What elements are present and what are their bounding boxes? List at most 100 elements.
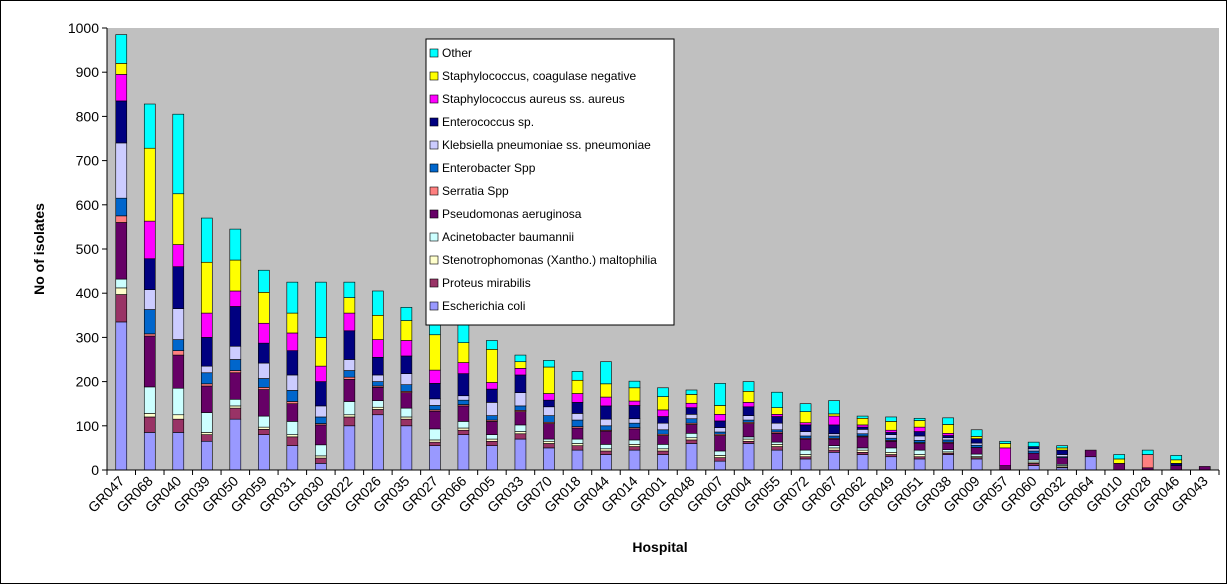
- bar-segment: [942, 442, 954, 450]
- bar-segment: [1113, 454, 1126, 460]
- bar-segment: [258, 362, 270, 379]
- bar-segment: [657, 454, 669, 471]
- bar-segment: [143, 386, 156, 414]
- bar-segment: [200, 434, 213, 442]
- bar-segment: [942, 454, 954, 471]
- bar-segment: [172, 244, 185, 267]
- bar-segment: [856, 417, 869, 426]
- bar-segment: [885, 429, 897, 433]
- bar-segment: [942, 417, 954, 425]
- bar-segment: [143, 335, 156, 388]
- bar-segment: [628, 444, 641, 447]
- bar-segment: [828, 445, 840, 449]
- bar-segment: [514, 405, 527, 411]
- bar-segment: [685, 394, 698, 404]
- bar-segment: [200, 337, 213, 367]
- bar-segment: [600, 383, 612, 398]
- bar-segment: [172, 113, 185, 195]
- bar-segment: [970, 447, 983, 455]
- bar-segment: [486, 445, 498, 471]
- bar-segment: [372, 356, 384, 376]
- bar-segment: [229, 345, 242, 360]
- bar-segment: [372, 290, 384, 316]
- bar-segment: [315, 424, 327, 446]
- legend-swatch: [429, 117, 439, 127]
- bar-segment: [258, 415, 270, 428]
- bar-segment: [543, 443, 555, 449]
- bar-segment: [143, 432, 156, 471]
- bar-segment: [913, 456, 926, 460]
- legend-label: Stenotrophomonas (Xantho.) maltophilia: [442, 253, 657, 267]
- bar-segment: [885, 452, 897, 455]
- bar-segment: [372, 381, 384, 387]
- bar-segment: [999, 440, 1011, 444]
- bar-segment: [628, 418, 641, 424]
- bar-segment: [913, 431, 926, 437]
- bar-segment: [828, 449, 840, 453]
- bar-segment: [913, 454, 926, 458]
- bar-segment: [115, 222, 128, 280]
- bar-segment: [571, 438, 584, 444]
- bar-segment: [514, 374, 527, 393]
- bar-segment: [885, 447, 897, 453]
- bar-segment: [1027, 441, 1040, 447]
- bar-segment: [400, 320, 413, 341]
- bar-segment: [828, 424, 840, 435]
- bar-segment: [143, 333, 156, 337]
- bar-segment: [600, 425, 612, 431]
- bar-segment: [429, 405, 441, 411]
- bar-segment: [315, 463, 327, 471]
- bar-segment: [771, 429, 783, 433]
- bar-segment: [600, 361, 612, 385]
- bar-segment: [657, 422, 669, 431]
- bar-segment: [486, 388, 498, 403]
- bar-segment: [258, 342, 270, 364]
- bar-segment: [799, 424, 812, 432]
- bar-segment: [628, 446, 641, 451]
- bar-segment: [400, 416, 413, 420]
- bar-segment: [742, 419, 755, 423]
- bar-segment: [571, 379, 584, 394]
- bar-segment: [372, 314, 384, 340]
- bar-segment: [685, 437, 698, 441]
- bar-segment: [543, 440, 555, 444]
- bar-segment: [343, 379, 356, 402]
- legend-swatch: [429, 209, 439, 219]
- bar-segment: [600, 454, 612, 471]
- y-tick-label: 800: [76, 108, 100, 124]
- bar-segment: [856, 424, 869, 428]
- bar-segment: [828, 415, 840, 426]
- legend-swatch: [429, 163, 439, 173]
- bar-segment: [457, 373, 470, 397]
- bar-segment: [143, 103, 156, 149]
- legend-label: Acinetobacter baumannii: [442, 230, 574, 244]
- bar-segment: [200, 372, 213, 385]
- bar-segment: [771, 446, 783, 451]
- bar-segment: [543, 423, 555, 440]
- bar-segment: [286, 445, 299, 471]
- bar-segment: [429, 334, 441, 371]
- bar-segment: [543, 360, 555, 368]
- bar-segment: [1027, 465, 1040, 471]
- bar-segment: [771, 391, 783, 408]
- bar-segment: [486, 440, 498, 446]
- bar-segment: [315, 444, 327, 457]
- bar-segment: [229, 398, 242, 407]
- bar-segment: [400, 373, 413, 385]
- bar-segment: [685, 433, 698, 439]
- bar-segment: [258, 387, 270, 390]
- bar-segment: [628, 439, 641, 445]
- bar-segment: [429, 398, 441, 406]
- bar-segment: [543, 447, 555, 471]
- bar-segment: [913, 440, 926, 443]
- bar-segment: [970, 436, 983, 439]
- bar-segment: [571, 393, 584, 403]
- legend: Other Staphylococcus, coagulase negative S…: [425, 38, 675, 326]
- bar-segment: [628, 428, 641, 441]
- bar-segment: [1084, 449, 1097, 458]
- bar-segment: [514, 411, 527, 426]
- bar-segment: [457, 429, 470, 435]
- bar-segment: [913, 443, 926, 451]
- bar-segment: [799, 454, 812, 458]
- legend-label: Proteus mirabilis: [442, 276, 531, 290]
